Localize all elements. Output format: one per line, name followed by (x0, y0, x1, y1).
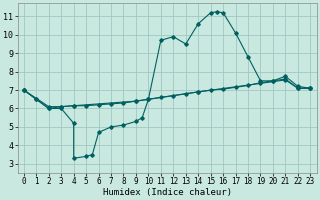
X-axis label: Humidex (Indice chaleur): Humidex (Indice chaleur) (103, 188, 232, 197)
